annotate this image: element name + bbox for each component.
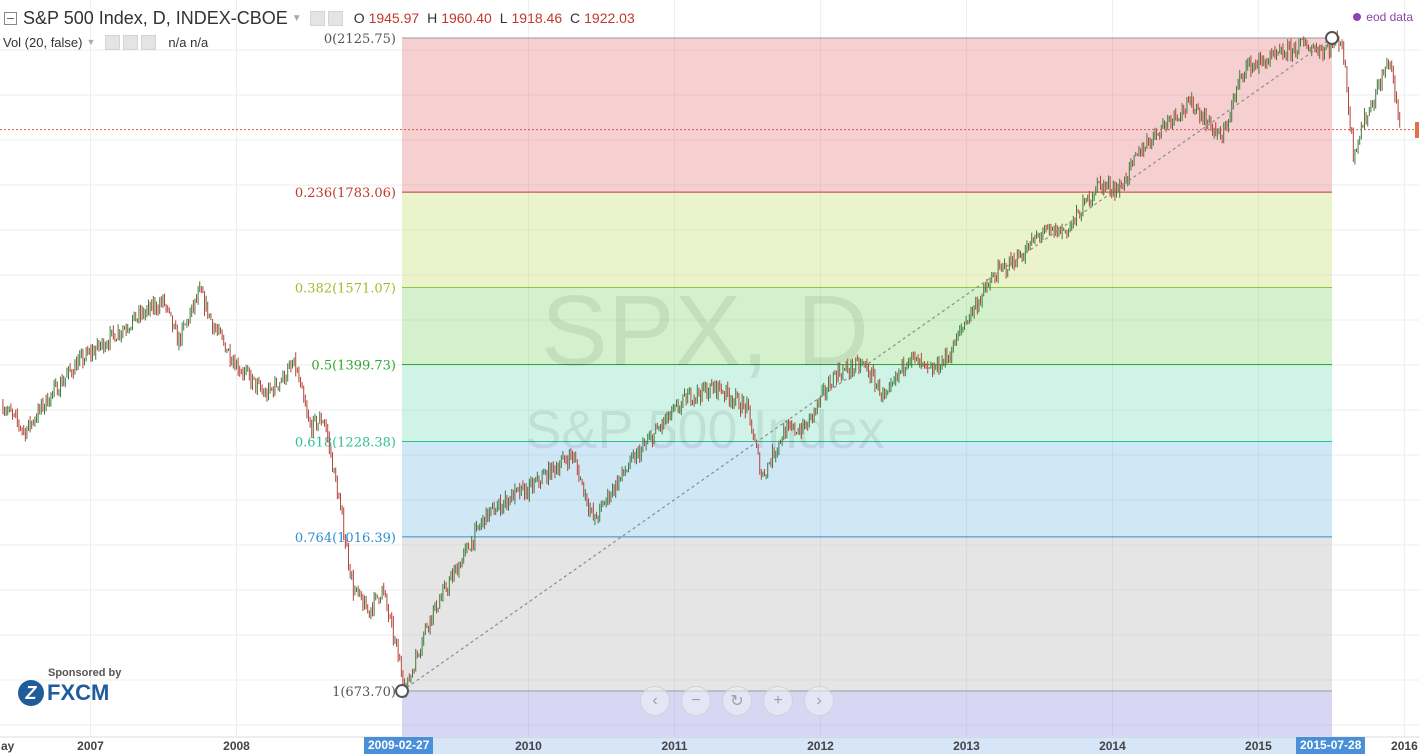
time-axis-year-label: 2007: [77, 739, 104, 753]
range-start-tag: 2009-02-27: [364, 737, 434, 754]
time-axis-year-label: 2016: [1391, 739, 1418, 753]
price-candles: [2, 30, 1401, 698]
chevron-left-icon: ‹: [652, 692, 658, 709]
fib-level-label: 0.5(1399.73): [311, 358, 396, 373]
fibonacci-retracement[interactable]: 0(2125.75) 0.236(1783.06) 0.382(1571.07) 0.…: [295, 32, 1332, 737]
time-axis-year-label: 2012: [807, 739, 834, 753]
fib-level-label: 0(2125.75): [324, 32, 396, 47]
fib-level-label: 0.236(1783.06): [295, 186, 396, 201]
settings-icon[interactable]: [327, 10, 343, 26]
watermark-name: S&P 500 Index: [525, 400, 884, 460]
ohlc-high-key: H: [427, 10, 438, 26]
plus-icon: +: [773, 692, 783, 709]
minus-icon: −: [691, 692, 701, 709]
fib-band: [402, 192, 1332, 288]
ohlc-high-value: 1960.40: [441, 10, 492, 26]
sponsor-logo[interactable]: Sponsored by Z FXCM: [18, 667, 138, 706]
ohlc-values: O 1945.97 H 1960.40 L 1918.46 C 1922.03: [350, 10, 635, 26]
time-axis-year-label: 2013: [953, 739, 980, 753]
reset-icon: ↻: [730, 693, 744, 710]
visibility-icon[interactable]: [105, 34, 121, 50]
chart-navigation: ‹ − ↻ + ›: [640, 686, 845, 716]
collapse-toggle-icon[interactable]: [4, 11, 17, 25]
sponsor-caption: Sponsored by: [48, 667, 122, 679]
chart-watermark: SPX, D S&P 500 Index: [525, 275, 884, 460]
reset-button[interactable]: ↻: [722, 686, 752, 716]
scroll-left-button[interactable]: ‹: [640, 686, 670, 716]
data-source-badge[interactable]: eod data: [1353, 10, 1413, 24]
time-axis-year-label: 2008: [223, 739, 250, 753]
chevron-right-icon: ›: [816, 692, 822, 709]
ohlc-low-key: L: [499, 10, 508, 26]
volume-legend: Vol (20, false) ▼ n/a n/a: [3, 33, 208, 51]
volume-values: n/a n/a: [168, 34, 209, 50]
fib-band: [402, 364, 1332, 442]
time-axis-label: ay: [1, 739, 15, 753]
ohlc-close-value: 1922.03: [584, 10, 635, 26]
status-dot-icon: [1353, 13, 1362, 21]
range-end-tag: 2015-07-28: [1296, 737, 1366, 754]
settings-icon[interactable]: [123, 34, 139, 50]
volume-label: Vol (20, false): [3, 34, 83, 50]
chevron-down-icon[interactable]: ▼: [86, 37, 96, 47]
sponsor-brand: FXCM: [47, 680, 110, 705]
time-axis: ay 2007 2008 2010 2011 2012 2013 2014 2015 2016: [0, 736, 1419, 754]
zoom-in-button[interactable]: +: [763, 686, 793, 716]
time-axis-year-label: 2011: [661, 739, 687, 753]
ohlc-open-key: O: [353, 10, 365, 26]
fib-level-label: 1(673.70): [332, 685, 396, 700]
ohlc-low-value: 1918.46: [511, 10, 563, 26]
fib-band: [402, 536, 1332, 691]
fib-band: [402, 441, 1332, 537]
time-axis-year-label: 2014: [1099, 739, 1126, 753]
fib-anchor-end: [1325, 31, 1339, 45]
fib-level-label: 0.618(1228.38): [295, 436, 396, 451]
time-axis-year-label: 2015: [1245, 739, 1272, 753]
zoom-out-button[interactable]: −: [681, 686, 711, 716]
time-axis-background: [0, 737, 1419, 754]
series-legend: S&P 500 Index, D, INDEX-CBOE ▼ O 1945.97 …: [0, 6, 635, 30]
ohlc-close-key: C: [570, 10, 581, 26]
close-icon[interactable]: [141, 34, 157, 50]
fib-level-label: 0.382(1571.07): [295, 281, 396, 296]
fib-band: [402, 287, 1332, 365]
time-axis-year-label: 2010: [515, 739, 542, 753]
price-axis-marker: [1415, 122, 1419, 138]
visibility-icon[interactable]: [309, 10, 325, 26]
data-source-label: eod data: [1366, 10, 1413, 24]
time-axis-range-highlight: [402, 737, 1332, 754]
fib-overlay: [0, 31, 1415, 698]
fib-band: [402, 691, 1332, 737]
series-title: S&P 500 Index, D, INDEX-CBOE: [23, 7, 288, 28]
fxcm-logo-icon: Z: [18, 680, 44, 706]
watermark-symbol: SPX, D: [541, 275, 869, 387]
chevron-down-icon[interactable]: ▼: [291, 12, 302, 24]
fib-band: [402, 38, 1332, 193]
fib-anchor-start: [395, 684, 409, 698]
scroll-right-button[interactable]: ›: [804, 686, 834, 716]
ohlc-open-value: 1945.97: [368, 10, 420, 26]
